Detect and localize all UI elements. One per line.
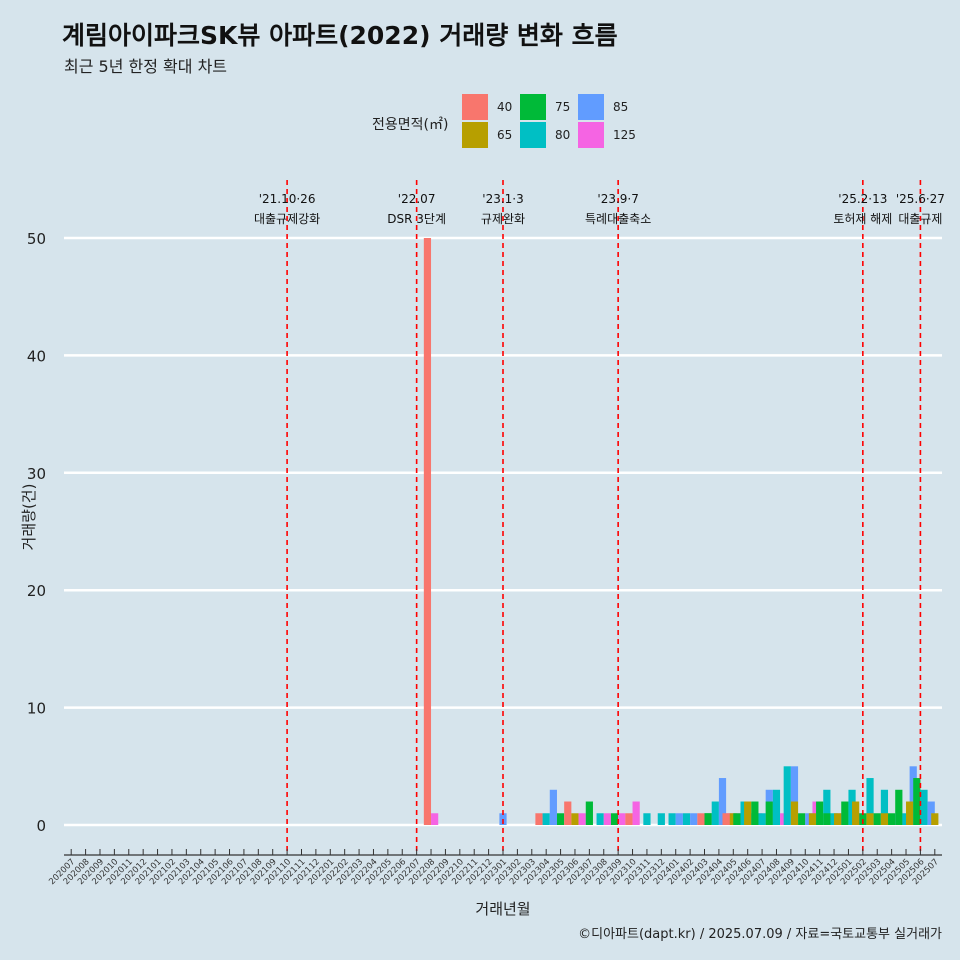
bar xyxy=(920,789,928,825)
bar xyxy=(722,813,730,825)
y-axis-title: 거래량(건) xyxy=(20,484,38,551)
legend: 전용면적(㎡) 40 65 75 80 85 125 xyxy=(372,92,672,152)
bar xyxy=(618,813,626,825)
bar xyxy=(625,813,633,825)
legend-label: 75 xyxy=(555,100,571,114)
chart-subtitle: 최근 5년 한정 확대 차트 xyxy=(64,57,228,76)
x-axis-title: 거래년월 xyxy=(475,900,530,918)
bar xyxy=(704,813,712,825)
bar xyxy=(823,813,831,825)
bar xyxy=(571,813,579,825)
legend-label: 85 xyxy=(613,100,629,114)
y-tick-label: 20 xyxy=(27,582,46,600)
legend-swatch xyxy=(520,122,546,148)
event-date-label: '22.07 xyxy=(398,192,436,206)
event-name-label: 규제완화 xyxy=(481,212,525,226)
legend-label: 40 xyxy=(497,100,513,114)
bar xyxy=(798,813,806,825)
bar xyxy=(931,813,939,825)
bar xyxy=(873,813,881,825)
bar xyxy=(852,801,860,825)
bar xyxy=(549,789,557,825)
event-date-label: '23.1·3 xyxy=(482,192,523,206)
bar xyxy=(596,813,604,825)
event-name-label: 대출규제 xyxy=(898,212,942,226)
bar xyxy=(682,813,691,825)
y-tick-label: 0 xyxy=(36,817,46,835)
chart-title: 계림아이파크SK뷰 아파트(2022) 거래량 변화 흐름 xyxy=(62,21,618,50)
bar xyxy=(578,813,586,825)
bar xyxy=(913,778,921,825)
bar xyxy=(697,813,705,825)
bar xyxy=(808,813,817,825)
event-annotations: '21.10·26 대출규제강화 '22.07 DSR 3단계 '23.1·3 규제완화 '… xyxy=(254,180,945,855)
bar xyxy=(751,801,759,825)
legend-swatch xyxy=(462,122,488,148)
bar xyxy=(657,813,665,825)
bar xyxy=(535,813,543,825)
bar xyxy=(895,789,903,825)
bar xyxy=(711,801,719,825)
event-name-label: 토허제 해제 xyxy=(833,212,892,226)
event-name-label: 특례대출축소 xyxy=(585,212,651,226)
bar xyxy=(866,778,874,825)
bar xyxy=(643,813,651,825)
event-name-label: DSR 3단계 xyxy=(387,212,446,226)
bar xyxy=(790,766,799,825)
bar xyxy=(556,813,565,825)
legend-label: 65 xyxy=(497,128,513,142)
bar xyxy=(758,813,766,825)
bar xyxy=(772,789,781,825)
legend-swatch xyxy=(462,94,488,120)
bar xyxy=(564,801,572,825)
bar xyxy=(744,801,752,825)
bar xyxy=(610,813,619,825)
bar xyxy=(866,813,874,825)
bar xyxy=(906,801,914,825)
bar xyxy=(834,813,842,825)
bar xyxy=(880,789,889,825)
bar xyxy=(423,238,432,825)
bar xyxy=(823,789,831,825)
event-date-label: '23.9·7 xyxy=(597,192,638,206)
bar xyxy=(675,813,683,825)
bar xyxy=(816,801,824,825)
legend-swatch xyxy=(578,122,604,148)
bar xyxy=(888,813,896,825)
legend-label: 125 xyxy=(613,128,636,142)
bar xyxy=(765,801,773,825)
bar xyxy=(585,801,593,825)
legend-label: 80 xyxy=(555,128,571,142)
bar xyxy=(632,801,640,825)
legend-swatch xyxy=(520,94,546,120)
bar xyxy=(603,813,611,825)
bar xyxy=(431,813,439,825)
source-credit: ©디아파트(dapt.kr) / 2025.07.09 / 자료=국토교통부 실… xyxy=(578,927,942,942)
bar xyxy=(841,801,849,825)
y-tick-label: 40 xyxy=(27,347,46,365)
bar xyxy=(783,766,791,825)
bar xyxy=(668,813,676,825)
y-tick-label: 30 xyxy=(27,465,46,483)
bar xyxy=(542,813,550,825)
bar xyxy=(880,813,889,825)
event-date-label: '21.10·26 xyxy=(259,192,316,206)
bar xyxy=(733,813,741,825)
bar xyxy=(790,801,799,825)
event-name-label: 대출규제강화 xyxy=(254,212,320,226)
y-tick-label: 10 xyxy=(27,700,46,718)
legend-title: 전용면적(㎡) xyxy=(372,117,449,133)
event-date-label: '25.6·27 xyxy=(896,192,945,206)
bars xyxy=(423,238,939,825)
y-tick-label: 50 xyxy=(27,230,46,248)
legend-swatch xyxy=(578,94,604,120)
event-date-label: '25.2·13 xyxy=(838,192,887,206)
bar xyxy=(690,813,698,825)
bar xyxy=(718,778,727,825)
